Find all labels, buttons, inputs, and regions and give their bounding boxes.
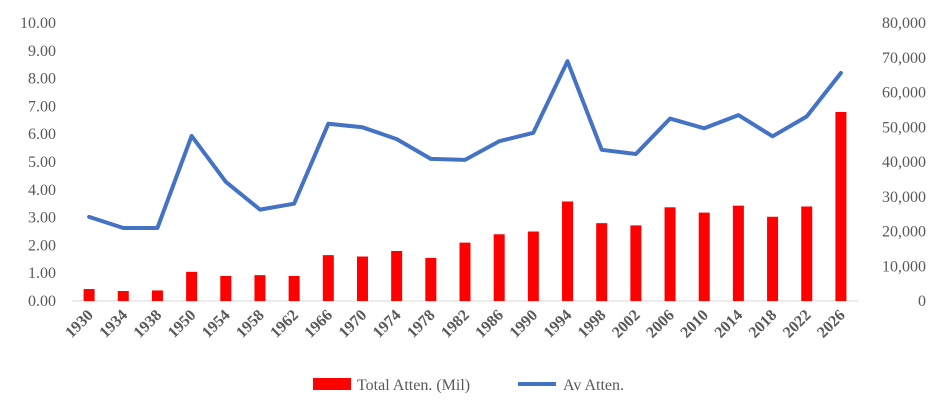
bar-1930 bbox=[83, 289, 95, 301]
x-tick-label: 2022 bbox=[780, 307, 815, 342]
x-tick-label: 1982 bbox=[438, 307, 473, 342]
x-tick-label: 1998 bbox=[575, 307, 610, 342]
bar-1974 bbox=[391, 250, 403, 301]
x-tick-label: 2014 bbox=[712, 307, 747, 342]
x-tick-label: 1934 bbox=[96, 307, 131, 342]
bar-1938 bbox=[151, 290, 163, 301]
x-tick-label: 1970 bbox=[336, 307, 371, 342]
bar-2002 bbox=[630, 225, 642, 301]
legend: Total Atten. (Mil) Av Atten. bbox=[313, 377, 624, 394]
bar-2018 bbox=[767, 216, 779, 301]
left-tick-label: 8.00 bbox=[28, 71, 56, 88]
right-tick-label: 40,000 bbox=[882, 154, 926, 171]
left-tick-label: 4.00 bbox=[28, 182, 56, 199]
x-tick-label: 1990 bbox=[507, 307, 542, 342]
left-axis-ticks: 0.00 1.00 2.00 3.00 4.00 5.00 6.00 7.00 8.00 9.00… bbox=[20, 15, 56, 310]
av-atten-line bbox=[87, 59, 843, 230]
bar-1962 bbox=[288, 275, 300, 301]
right-axis-ticks: 0 10,000 20,000 30,000 40,000 50,000 60,000 70,… bbox=[882, 15, 926, 310]
left-tick-label: 3.00 bbox=[28, 210, 56, 227]
x-tick-label: 1978 bbox=[404, 307, 439, 342]
bar-1958 bbox=[254, 275, 266, 301]
x-tick-label: 2010 bbox=[677, 307, 712, 342]
right-tick-label: 60,000 bbox=[882, 85, 926, 102]
x-axis-ticks: 1930 1934 1938 1950 1954 1958 1962 1966 1970 1974… bbox=[62, 307, 848, 342]
bar-1994 bbox=[562, 201, 574, 301]
left-tick-label: 10.00 bbox=[20, 15, 56, 32]
right-tick-label: 50,000 bbox=[882, 119, 926, 136]
bar-series bbox=[83, 111, 847, 302]
left-tick-label: 2.00 bbox=[28, 237, 56, 254]
legend-label-av-atten: Av Atten. bbox=[563, 377, 624, 394]
bar-2010 bbox=[698, 212, 710, 301]
x-tick-label: 1930 bbox=[62, 307, 97, 342]
left-tick-label: 0.00 bbox=[28, 293, 56, 310]
bar-1990 bbox=[527, 231, 539, 301]
x-tick-label: 1958 bbox=[233, 307, 268, 342]
bar-1966 bbox=[322, 255, 334, 301]
x-tick-label: 1950 bbox=[165, 307, 200, 342]
left-tick-label: 1.00 bbox=[28, 265, 56, 282]
bar-1986 bbox=[493, 234, 505, 301]
legend-label-total-atten: Total Atten. (Mil) bbox=[357, 377, 470, 394]
right-tick-label: 10,000 bbox=[882, 258, 926, 275]
bar-2006 bbox=[664, 207, 676, 301]
bar-1950 bbox=[186, 271, 198, 301]
x-tick-label: 1938 bbox=[131, 307, 166, 342]
bar-2014 bbox=[732, 205, 744, 301]
x-tick-label: 1962 bbox=[267, 307, 302, 342]
bar-1934 bbox=[117, 290, 129, 301]
x-tick-label: 2026 bbox=[814, 307, 849, 342]
right-tick-label: 70,000 bbox=[882, 50, 926, 67]
x-tick-label: 2018 bbox=[746, 307, 781, 342]
bar-2026 bbox=[835, 111, 847, 302]
bar-1970 bbox=[356, 256, 368, 301]
right-tick-label: 20,000 bbox=[882, 224, 926, 241]
x-tick-label: 2002 bbox=[609, 307, 644, 342]
legend-swatch-total-atten bbox=[313, 378, 351, 390]
bar-1954 bbox=[220, 275, 232, 301]
x-tick-label: 1966 bbox=[301, 307, 336, 342]
right-tick-label: 30,000 bbox=[882, 189, 926, 206]
left-tick-label: 9.00 bbox=[28, 43, 56, 60]
x-tick-label: 2006 bbox=[643, 307, 678, 342]
x-tick-label: 1994 bbox=[541, 307, 576, 342]
x-tick-label: 1986 bbox=[472, 307, 507, 342]
x-tick-label: 1974 bbox=[370, 307, 405, 342]
right-tick-label: 80,000 bbox=[882, 15, 926, 32]
x-tick-label: 1954 bbox=[199, 307, 234, 342]
bar-1982 bbox=[459, 242, 471, 301]
left-tick-label: 6.00 bbox=[28, 126, 56, 143]
bar-1998 bbox=[596, 223, 608, 301]
bar-2022 bbox=[801, 206, 813, 301]
left-tick-label: 5.00 bbox=[28, 154, 56, 171]
left-tick-label: 7.00 bbox=[28, 98, 56, 115]
right-tick-label: 0 bbox=[918, 293, 926, 310]
bar-1978 bbox=[425, 257, 437, 301]
